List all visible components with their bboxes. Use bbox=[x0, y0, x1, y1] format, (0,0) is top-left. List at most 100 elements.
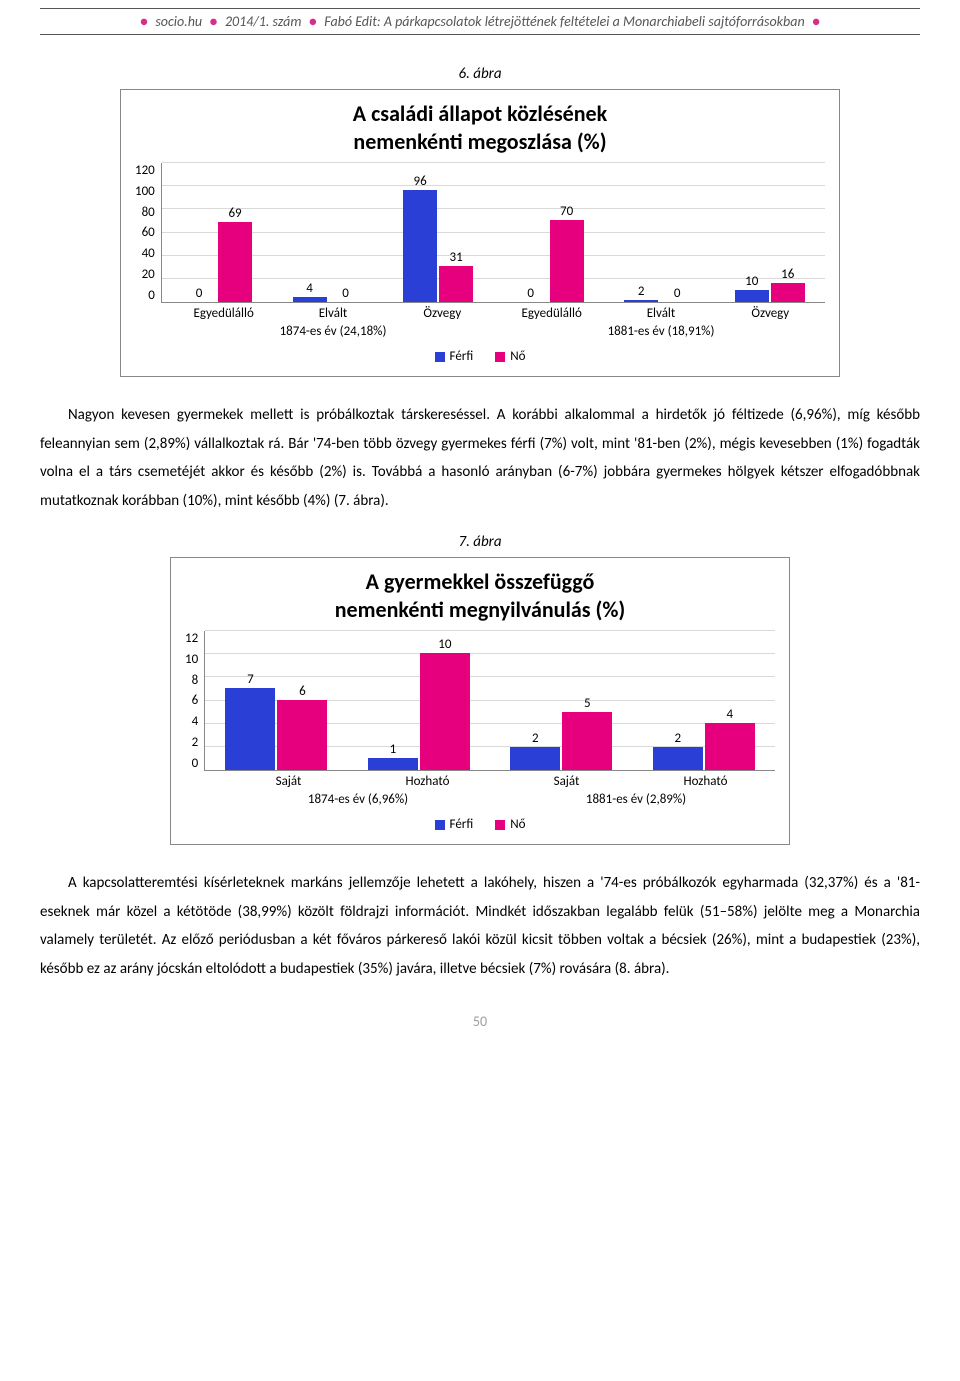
bar-ferfi bbox=[225, 688, 275, 770]
bar-group: 0 70 bbox=[493, 163, 604, 302]
legend-label: Férfi bbox=[450, 349, 474, 364]
bar-no bbox=[705, 723, 755, 770]
bar-no bbox=[218, 222, 252, 303]
x-category-label: Egyedülálló bbox=[497, 303, 606, 321]
chart-title-line1: A családi állapot közlésének bbox=[353, 100, 607, 127]
x-category-label: Özvegy bbox=[388, 303, 497, 321]
bullet-icon: ● bbox=[812, 13, 820, 30]
x-category-label: Saját bbox=[219, 771, 358, 789]
x-group-label: 1881-es év (2,89%) bbox=[497, 789, 775, 807]
bar-no bbox=[439, 266, 473, 302]
bar-group: 110 bbox=[348, 631, 490, 770]
chart-title: A családi állapot közléséneknemenkénti m… bbox=[135, 100, 825, 155]
legend-label: Nő bbox=[510, 817, 525, 832]
bar-no bbox=[277, 700, 327, 770]
legend-label: Férfi bbox=[450, 817, 474, 832]
legend-item: Férfi bbox=[435, 349, 474, 364]
y-tick-label: 40 bbox=[142, 246, 155, 261]
y-axis: 12 10 8 6 4 2 0 bbox=[185, 631, 204, 771]
figure7-chart: A gyermekkel összefüggőnemenkénti megnyi… bbox=[170, 557, 790, 845]
y-tick-label: 10 bbox=[185, 652, 198, 667]
paragraph-2: A kapcsolatteremtési kísérleteknek marká… bbox=[40, 869, 920, 983]
y-tick-label: 12 bbox=[185, 631, 198, 646]
y-tick-label: 2 bbox=[192, 735, 199, 750]
x-category-label: Saját bbox=[497, 771, 636, 789]
bar-group: 9631 bbox=[383, 163, 494, 302]
y-tick-label: 120 bbox=[135, 163, 155, 178]
bar-ferfi bbox=[293, 297, 327, 302]
x-axis-categories: EgyedülállóElváltÖzvegyEgyedülállóElvált… bbox=[169, 303, 825, 321]
y-tick-label: 20 bbox=[142, 267, 155, 282]
page-number: 50 bbox=[40, 1013, 920, 1030]
legend-swatch-icon bbox=[495, 820, 505, 830]
bar-value-label: 4 bbox=[726, 708, 733, 721]
legend-item: Férfi bbox=[435, 817, 474, 832]
bullet-icon: ● bbox=[309, 13, 317, 30]
y-tick-label: 0 bbox=[192, 756, 199, 771]
bar-value-label: 70 bbox=[560, 205, 573, 218]
y-tick-label: 80 bbox=[142, 205, 155, 220]
bar-group: 24 bbox=[633, 631, 775, 770]
bar-ferfi bbox=[510, 747, 560, 770]
bar-value-label: 31 bbox=[450, 251, 463, 264]
bar-value-label: 7 bbox=[247, 673, 254, 686]
y-tick-label: 0 bbox=[148, 288, 155, 303]
y-tick-label: 6 bbox=[192, 693, 199, 708]
x-axis-groups: 1874-es év (24,18%)1881-es év (18,91%) bbox=[169, 321, 825, 339]
x-category-label: Elvált bbox=[278, 303, 387, 321]
bar-group: 40 bbox=[272, 163, 383, 302]
header-issue: 2014/1. szám bbox=[225, 13, 301, 30]
bar-group: 20 bbox=[604, 163, 715, 302]
header-site: socio.hu bbox=[155, 13, 202, 30]
bar-no bbox=[771, 283, 805, 302]
chart-title-line2: nemenkénti megoszlása (%) bbox=[353, 128, 606, 155]
bar-ferfi bbox=[624, 300, 658, 302]
x-category-label: Hozható bbox=[636, 771, 775, 789]
bar-value-label: 2 bbox=[532, 732, 539, 745]
y-tick-label: 8 bbox=[192, 673, 199, 688]
header-title: Fabó Edit: A párkapcsolatok létrejötténe… bbox=[324, 13, 804, 30]
bar-value-label: 69 bbox=[228, 207, 241, 220]
plot-area: 069409631070201016 bbox=[161, 163, 825, 303]
bar-ferfi bbox=[368, 758, 418, 770]
y-axis: 120100806040200 bbox=[135, 163, 161, 303]
bar-value-label: 2 bbox=[638, 285, 645, 298]
legend-swatch-icon bbox=[435, 352, 445, 362]
figure7-label: 7. ábra bbox=[40, 533, 920, 551]
bar-no bbox=[550, 220, 584, 302]
bar-value-label: 10 bbox=[745, 275, 758, 288]
bar-ferfi bbox=[653, 747, 703, 770]
y-tick-label: 60 bbox=[142, 225, 155, 240]
bullet-icon: ● bbox=[209, 13, 217, 30]
y-tick-label: 4 bbox=[192, 714, 199, 729]
bar-ferfi bbox=[403, 190, 437, 302]
bar-group: 1016 bbox=[714, 163, 825, 302]
chart-legend: Férfi Nő bbox=[185, 817, 775, 832]
legend-swatch-icon bbox=[495, 352, 505, 362]
chart-title-line2: nemenkénti megnyilvánulás (%) bbox=[335, 596, 626, 623]
bar-value-label: 4 bbox=[306, 282, 313, 295]
x-axis-groups: 1874-es év (6,96%)1881-es év (2,89%) bbox=[219, 789, 775, 807]
x-category-label: Elvált bbox=[606, 303, 715, 321]
bar-value-label: 0 bbox=[342, 287, 349, 300]
plot-area: 761102524 bbox=[204, 631, 775, 771]
bar-value-label: 0 bbox=[196, 287, 203, 300]
bar-group: 0 69 bbox=[162, 163, 273, 302]
page-header: ● socio.hu ● 2014/1. szám ● Fabó Edit: A… bbox=[40, 8, 920, 35]
bar-value-label: 1 bbox=[390, 743, 397, 756]
bar-value-label: 2 bbox=[674, 732, 681, 745]
x-category-label: Özvegy bbox=[716, 303, 825, 321]
figure6-label: 6. ábra bbox=[40, 65, 920, 83]
x-group-label: 1874-es év (6,96%) bbox=[219, 789, 497, 807]
bullet-icon: ● bbox=[140, 13, 148, 30]
bar-group: 25 bbox=[490, 631, 632, 770]
bar-group: 76 bbox=[205, 631, 347, 770]
legend-item: Nő bbox=[495, 817, 525, 832]
bar-value-label: 6 bbox=[299, 685, 306, 698]
bar-value-label: 0 bbox=[527, 287, 534, 300]
chart-title-line1: A gyermekkel összefüggő bbox=[366, 568, 595, 595]
legend-swatch-icon bbox=[435, 820, 445, 830]
x-group-label: 1874-es év (24,18%) bbox=[169, 321, 497, 339]
x-category-label: Egyedülálló bbox=[169, 303, 278, 321]
bar-no bbox=[420, 653, 470, 770]
